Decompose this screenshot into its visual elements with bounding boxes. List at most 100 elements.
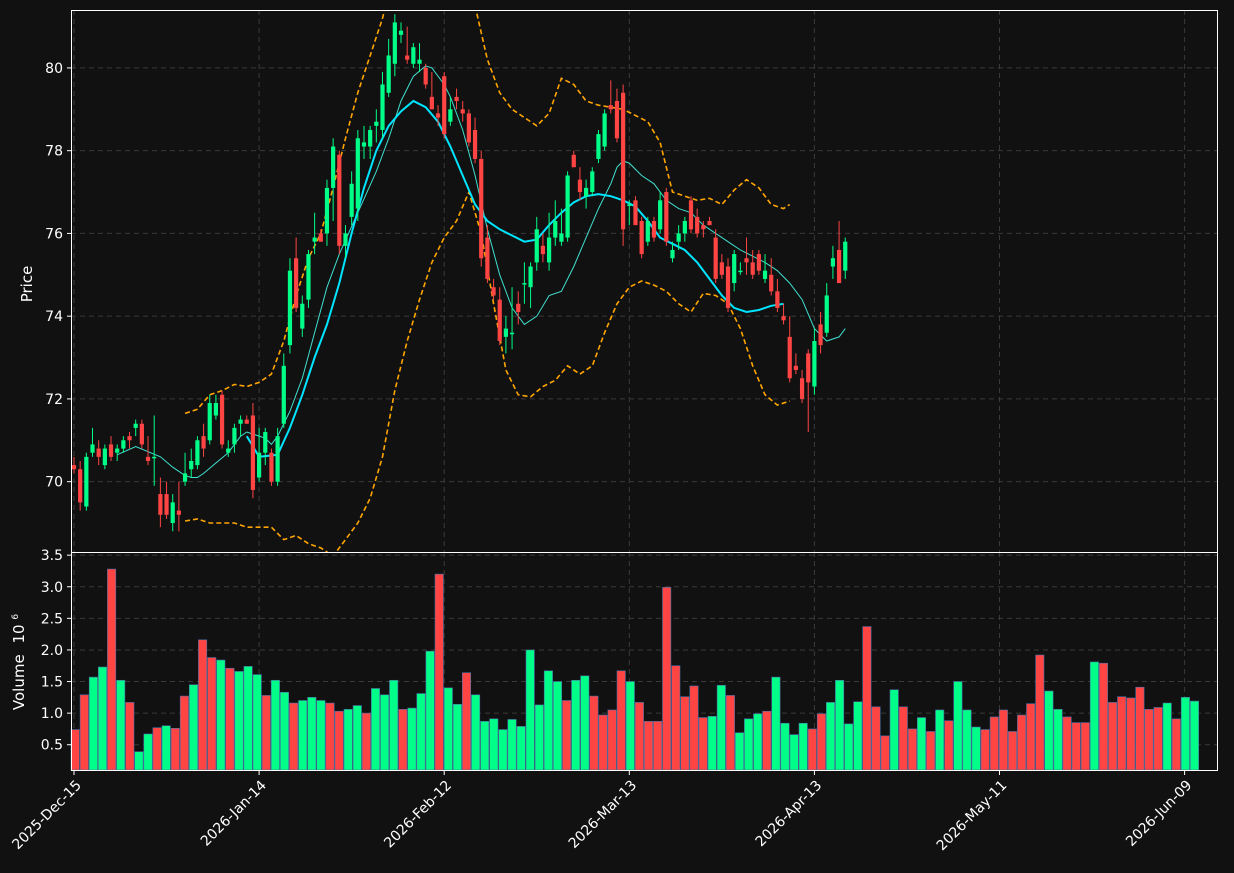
candle-body bbox=[688, 200, 694, 230]
candle bbox=[343, 225, 348, 259]
volume-bar bbox=[552, 681, 562, 771]
candle-body bbox=[343, 233, 348, 246]
candle bbox=[756, 249, 761, 275]
candle-body bbox=[590, 171, 595, 193]
candle bbox=[244, 415, 249, 424]
candle-body bbox=[824, 295, 829, 333]
candle bbox=[380, 72, 385, 139]
volume-bar bbox=[443, 687, 453, 771]
volume-bar bbox=[662, 587, 672, 771]
candle-body bbox=[540, 245, 546, 255]
candle-body bbox=[812, 340, 817, 387]
candle bbox=[559, 208, 564, 246]
candle bbox=[682, 216, 687, 242]
candle bbox=[701, 221, 706, 238]
candle bbox=[516, 291, 521, 325]
candle-body bbox=[361, 142, 367, 147]
volume-bar bbox=[234, 671, 244, 771]
candle-body bbox=[442, 76, 447, 135]
volume-bar bbox=[571, 679, 581, 771]
candle-body bbox=[651, 221, 657, 238]
volume-bar bbox=[798, 722, 808, 771]
candle-body bbox=[195, 440, 200, 466]
candle bbox=[639, 216, 644, 259]
volume-bar bbox=[1153, 707, 1163, 771]
candle bbox=[281, 353, 286, 428]
candle bbox=[454, 88, 459, 110]
volume-bar bbox=[88, 676, 98, 771]
volume-tick-label: 1.5 bbox=[41, 675, 63, 691]
volume-bar bbox=[143, 733, 153, 771]
volume-bar bbox=[1108, 702, 1118, 771]
price-tick-label: 74 bbox=[45, 309, 63, 325]
volume-bar bbox=[452, 703, 462, 771]
volume-bar bbox=[79, 694, 89, 771]
candle bbox=[250, 403, 256, 499]
candle bbox=[238, 415, 243, 437]
candle-body bbox=[318, 233, 323, 242]
volume-bar bbox=[698, 717, 708, 771]
candle-body bbox=[682, 221, 687, 234]
volume-bar bbox=[225, 667, 235, 771]
candle bbox=[306, 249, 311, 308]
volume-panel-frame bbox=[71, 552, 1218, 771]
volume-bar bbox=[352, 705, 362, 771]
volume-bar bbox=[816, 713, 826, 771]
volume-bar bbox=[380, 694, 390, 771]
candle-body bbox=[664, 192, 669, 242]
volume-bar bbox=[279, 691, 289, 771]
candle bbox=[738, 262, 743, 275]
candle bbox=[732, 249, 737, 292]
volume-bar bbox=[643, 721, 653, 771]
candle-body bbox=[602, 113, 607, 147]
candle bbox=[830, 245, 836, 279]
candle bbox=[84, 452, 89, 511]
candle-body bbox=[207, 403, 212, 441]
volume-bar bbox=[1007, 731, 1017, 771]
candle-body bbox=[127, 436, 132, 441]
slow-ma-line bbox=[245, 99, 784, 458]
volume-bar bbox=[998, 709, 1008, 771]
candle-body bbox=[139, 423, 144, 445]
candle bbox=[164, 481, 169, 519]
candle bbox=[713, 229, 718, 284]
candle bbox=[71, 456, 77, 474]
volume-bar bbox=[370, 688, 380, 771]
candle-body bbox=[460, 109, 465, 114]
candle-body bbox=[405, 55, 410, 60]
volume-bar bbox=[1053, 709, 1063, 771]
volume-bar bbox=[152, 727, 162, 771]
volume-bar bbox=[589, 695, 599, 771]
candle-body bbox=[115, 448, 120, 453]
volume-axis-label-text: Volume bbox=[10, 654, 28, 710]
candle bbox=[571, 150, 576, 168]
candle bbox=[479, 150, 484, 267]
volume-axis-label-power: 6 bbox=[11, 614, 21, 620]
candle bbox=[127, 432, 132, 449]
volume-tick-label: 2.5 bbox=[41, 611, 63, 627]
candle-body bbox=[546, 237, 552, 263]
candle-body bbox=[830, 258, 836, 267]
candle-body bbox=[423, 67, 428, 85]
candle-body bbox=[448, 109, 453, 122]
candle-body bbox=[621, 92, 626, 230]
candle bbox=[602, 109, 607, 151]
candle bbox=[158, 477, 163, 528]
candle bbox=[719, 254, 724, 279]
candle-body bbox=[744, 258, 749, 263]
candle-body bbox=[633, 200, 638, 226]
candle-body bbox=[275, 436, 280, 482]
candle bbox=[485, 225, 490, 284]
candle bbox=[769, 258, 774, 296]
candle bbox=[96, 440, 101, 466]
candle-body bbox=[725, 266, 731, 308]
candle-body bbox=[417, 59, 422, 64]
volume-bar bbox=[471, 694, 481, 771]
candle bbox=[182, 452, 188, 486]
candle bbox=[232, 423, 237, 453]
candle bbox=[108, 436, 114, 461]
candle-body bbox=[435, 113, 441, 118]
candle-body bbox=[707, 221, 712, 226]
candle-body bbox=[645, 221, 650, 242]
